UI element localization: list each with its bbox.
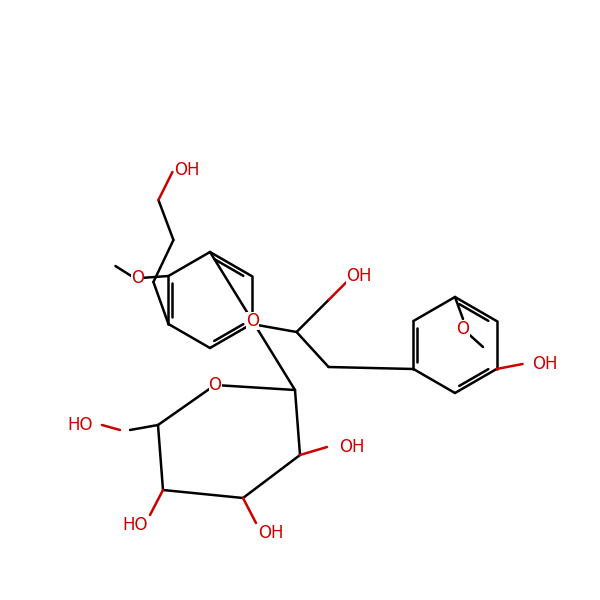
Text: O: O — [246, 312, 259, 330]
Text: HO: HO — [122, 516, 148, 534]
Text: O: O — [209, 376, 221, 394]
Text: HO: HO — [67, 416, 93, 434]
Text: O: O — [131, 269, 144, 287]
Text: O: O — [457, 320, 470, 338]
Text: OH: OH — [173, 161, 199, 179]
Text: OH: OH — [346, 267, 371, 285]
Text: OH: OH — [339, 438, 365, 456]
Text: OH: OH — [532, 355, 557, 373]
Text: OH: OH — [258, 524, 284, 542]
